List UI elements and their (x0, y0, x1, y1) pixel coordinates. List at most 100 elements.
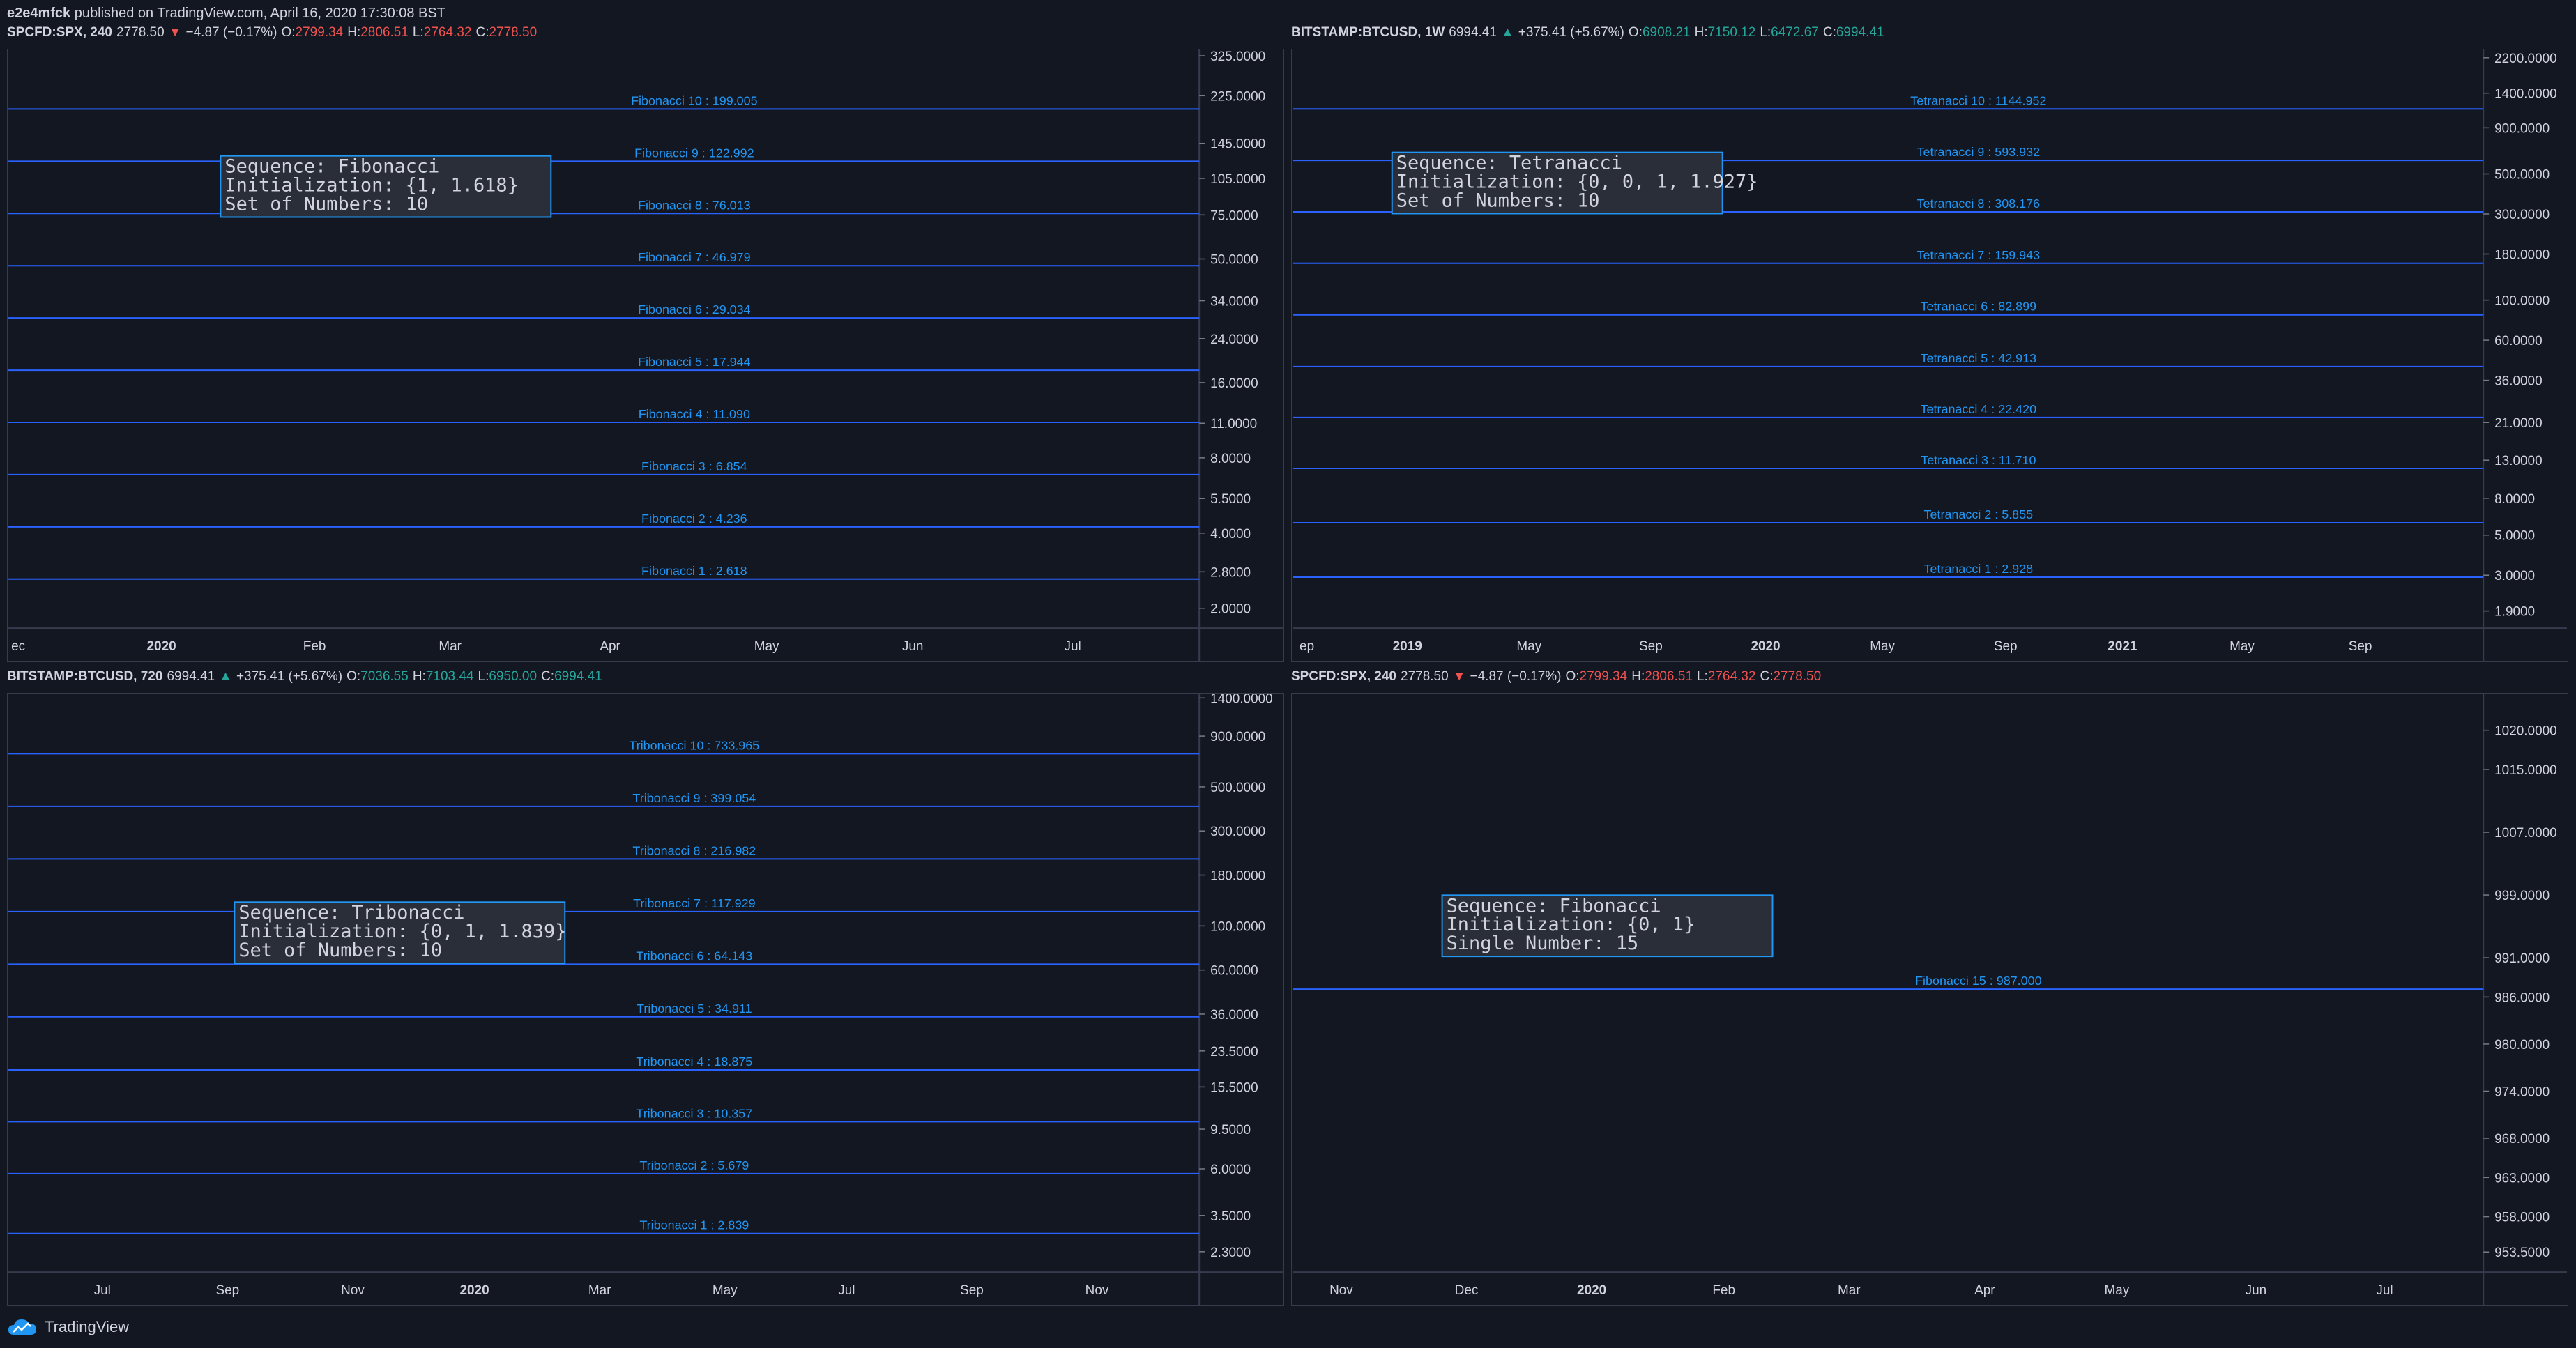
arrow-up-icon: ▲ (219, 669, 232, 684)
y-tick-label: 980.0000 (2494, 1038, 2550, 1052)
level-label: Tribonacci 4 : 18.875 (636, 1055, 752, 1069)
y-tick-label: 3.5000 (1210, 1209, 1251, 1224)
level-label: Tetranacci 5 : 42.913 (1921, 351, 2037, 365)
level-label: Tribonacci 10 : 733.965 (629, 738, 759, 752)
x-tick-label: Sep (960, 1283, 984, 1298)
x-tick-label: 2020 (459, 1283, 489, 1298)
x-tick-label: 2019 (1393, 639, 1422, 654)
y-tick-label: 999.0000 (2494, 889, 2550, 903)
x-tick-label: Apr (1974, 1283, 1995, 1298)
y-tick-label: 300.0000 (2494, 208, 2550, 222)
y-tick-label: 21.0000 (2494, 416, 2542, 431)
ohlc-o: O:7036.55 (346, 669, 409, 684)
y-tick-label: 23.5000 (1210, 1045, 1258, 1059)
info-box-line: Initialization: {1, 1.618} (224, 175, 518, 197)
x-tick-label: Sep (1994, 639, 2018, 654)
last-price: 6994.41 (167, 669, 215, 684)
level-label: Fibonacci 8 : 76.013 (638, 198, 751, 212)
level-label: Tribonacci 3 : 10.357 (636, 1106, 752, 1120)
tradingview-logo[interactable]: TradingView (7, 1313, 129, 1341)
ohlc-l: L:2764.32 (1696, 669, 1756, 684)
x-tick-label: Dec (1455, 1283, 1479, 1298)
chart-panel-tetranacci-btc[interactable]: 2200.0000 1400.0000 900.0000 500.0000 300.00… (1291, 49, 2568, 662)
y-tick-label: 2.3000 (1210, 1246, 1251, 1260)
y-tick-label: 100.0000 (2494, 294, 2550, 309)
level-label: Fibonacci 4 : 11.090 (639, 407, 750, 421)
ohlc-c: C:6994.41 (1822, 25, 1884, 40)
price-change: −4.87 (−0.17%) (1470, 669, 1562, 684)
y-tick-label: 34.0000 (1210, 295, 1258, 309)
x-tick-label: May (1516, 639, 1541, 654)
x-tick-label: 2020 (1577, 1283, 1606, 1298)
level-label: Fibonacci 6 : 29.034 (638, 302, 751, 316)
ohlc-h: H:2806.51 (1631, 669, 1693, 684)
x-tick-label: Feb (303, 639, 326, 654)
chart-panel-fibonacci-spx[interactable]: 325.0000 225.0000 145.0000 105.0000 75.0000 5… (7, 49, 1284, 662)
info-box-line: Set of Numbers: 10 (1396, 190, 1600, 211)
y-tick-label: 50.0000 (1210, 252, 1258, 267)
ohlc-c: C:2778.50 (475, 25, 538, 40)
y-tick-label: 953.5000 (2494, 1246, 2550, 1260)
level-label: Tetranacci 3 : 11.710 (1921, 453, 2036, 467)
level-label: Tetranacci 1 : 2.928 (1924, 562, 2034, 576)
x-tick-label: Jul (838, 1283, 855, 1298)
y-tick-label: 11.0000 (1210, 417, 1257, 431)
y-tick-label: 8.0000 (1210, 452, 1251, 466)
arrow-down-icon: ▼ (1452, 669, 1466, 684)
last-price: 6994.41 (1449, 25, 1497, 40)
ohlc-o: O:6908.21 (1628, 25, 1691, 40)
y-tick-label: 500.0000 (1210, 781, 1265, 795)
y-tick-label: 500.0000 (2494, 167, 2550, 182)
x-tick-label: Feb (1712, 1283, 1735, 1298)
y-tick-label: 1400.0000 (2494, 87, 2557, 102)
info-box-line: Sequence: Fibonacci (224, 156, 439, 178)
y-tick-label: 5.0000 (2494, 529, 2535, 544)
y-tick-label: 100.0000 (1210, 919, 1265, 934)
publish-text: published on TradingView.com, April 16, … (74, 6, 445, 21)
y-tick-label: 180.0000 (2494, 247, 2550, 262)
y-tick-label: 6.0000 (1210, 1163, 1251, 1177)
x-tick-label: 2021 (2108, 639, 2137, 654)
x-tick-label: Jul (1064, 639, 1081, 654)
y-tick-label: 1020.0000 (2494, 724, 2557, 739)
x-tick-label: May (2230, 639, 2255, 654)
level-label: Tetranacci 6 : 82.899 (1921, 300, 2037, 314)
info-box-line: Set of Numbers: 10 (238, 940, 442, 961)
x-tick-label: ep (1300, 639, 1314, 654)
info-box-line: Sequence: Tetranacci (1396, 153, 1622, 174)
y-tick-label: 3.0000 (2494, 569, 2535, 583)
y-tick-label: 105.0000 (1210, 172, 1265, 187)
ohlc-o: O:2799.34 (1565, 669, 1628, 684)
y-tick-label: 15.5000 (1210, 1080, 1258, 1095)
info-box-frame (220, 155, 552, 218)
info-box-line: Sequence: Tribonacci (238, 902, 464, 924)
price-change: +375.41 (+5.67%) (236, 669, 343, 684)
level-label: Fibonacci 10 : 199.005 (631, 93, 758, 107)
y-tick-label: 958.0000 (2494, 1211, 2550, 1225)
y-tick-label: 2.8000 (1210, 565, 1251, 580)
info-box-line: Single Number: 15 (1447, 933, 1639, 954)
info-box-line: Initialization: {0, 0, 1, 1.927} (1396, 171, 1758, 193)
x-tick-label: Jun (2246, 1283, 2267, 1298)
panel-header-bottom-right: SPCFD:SPX, 240 2778.50 ▼ −4.87 (−0.17%) O:27… (1291, 668, 1825, 686)
x-tick-label: May (712, 1283, 738, 1298)
chart-panel-fibonacci-single-spx[interactable]: 1020.0000 1015.0000 1007.0000 999.0000 991.0… (1291, 693, 2568, 1306)
y-tick-label: 963.0000 (2494, 1171, 2550, 1186)
x-tick-label: Sep (216, 1283, 240, 1298)
symbol: SPCFD:SPX, 240 (7, 25, 112, 40)
y-tick-label: 13.0000 (2494, 454, 2542, 468)
chart-panel-tribonacci-btc[interactable]: 1400.0000 900.0000 500.0000 300.0000 180.000… (7, 693, 1284, 1306)
level-label: Tetranacci 8 : 308.176 (1917, 197, 2041, 210)
x-tick-label: Nov (341, 1283, 365, 1298)
y-tick-label: 75.0000 (1210, 208, 1258, 223)
y-tick-label: 36.0000 (2494, 374, 2542, 389)
level-label: Tetranacci 10 : 1144.952 (1910, 93, 2046, 107)
author-name[interactable]: e2e4mfck (7, 6, 71, 21)
y-tick-label: 36.0000 (1210, 1008, 1258, 1023)
y-tick-label: 2.0000 (1210, 602, 1251, 617)
level-label: Fibonacci 7 : 46.979 (638, 250, 751, 264)
